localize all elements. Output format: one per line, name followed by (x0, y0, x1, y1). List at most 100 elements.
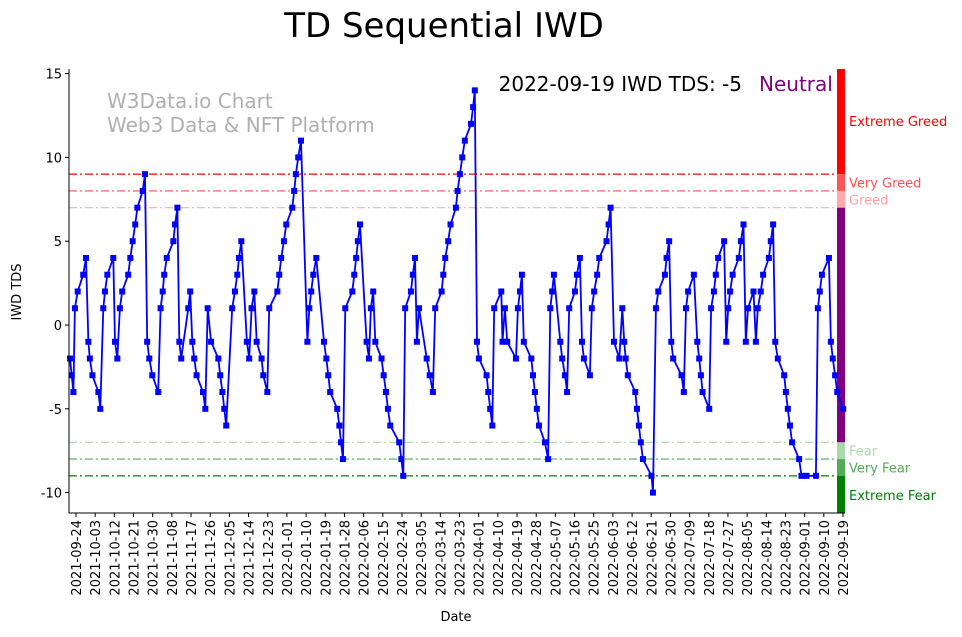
data-point (114, 355, 121, 362)
data-point (767, 238, 774, 245)
data-point (610, 338, 617, 345)
data-point (564, 389, 571, 396)
data-point (708, 305, 715, 312)
x-tick-label: 2022-07-09 (684, 520, 699, 596)
data-point (459, 154, 466, 161)
data-point (588, 305, 595, 312)
data-point (566, 305, 573, 312)
data-point (380, 372, 387, 379)
data-point (416, 305, 423, 312)
data-point (132, 221, 139, 228)
zone-bar-segment (837, 475, 845, 513)
data-point (561, 372, 568, 379)
x-tick-label: 2022-08-23 (779, 520, 794, 596)
data-point (111, 338, 118, 345)
data-point (95, 389, 102, 396)
x-tick-label: 2022-06-03 (607, 520, 622, 596)
data-point (798, 472, 805, 479)
x-tick-label: 2022-06-12 (626, 520, 641, 596)
x-tick-label: 2021-12-23 (262, 520, 277, 596)
data-point (765, 254, 772, 261)
data-point (178, 355, 185, 362)
data-point (174, 204, 181, 211)
zone-label: Greed (849, 193, 888, 208)
data-point (663, 254, 670, 261)
data-point (85, 338, 92, 345)
data-point (470, 104, 477, 111)
x-tick-label: 2022-02-06 (358, 520, 373, 596)
data-point (737, 238, 744, 245)
zone-bar-segment (837, 442, 845, 460)
data-point (68, 372, 75, 379)
data-point (784, 405, 791, 412)
x-tick-label: 2022-04-01 (473, 520, 488, 596)
zone-label: Extreme Greed (849, 115, 947, 130)
data-point (605, 221, 612, 228)
data-point (384, 405, 391, 412)
data-point (172, 221, 179, 228)
x-tick-label: 2022-05-16 (569, 520, 584, 596)
data-point (429, 389, 436, 396)
zone-bar-segment (837, 459, 845, 476)
data-point (325, 372, 332, 379)
data-point (461, 137, 468, 144)
data-point (812, 472, 819, 479)
data-point (336, 422, 343, 429)
x-tick-label: 2022-08-14 (760, 520, 775, 596)
x-tick-label: 2022-01-10 (300, 520, 315, 596)
data-point (157, 305, 164, 312)
data-point (283, 221, 290, 228)
data-point (442, 254, 449, 261)
data-point (149, 372, 156, 379)
data-point (655, 288, 662, 295)
data-point (266, 305, 273, 312)
data-point (648, 472, 655, 479)
data-point (432, 305, 439, 312)
data-point (161, 271, 168, 278)
data-point (452, 204, 459, 211)
data-point (744, 305, 751, 312)
data-point (721, 238, 728, 245)
data-point (774, 355, 781, 362)
data-point (223, 422, 230, 429)
data-point (735, 254, 742, 261)
data-point (248, 305, 255, 312)
data-point (473, 338, 480, 345)
data-point (365, 355, 372, 362)
data-point (238, 238, 245, 245)
data-point (407, 288, 414, 295)
data-point (86, 355, 93, 362)
data-point (603, 238, 610, 245)
data-point (372, 338, 379, 345)
data-point (549, 288, 556, 295)
x-tick-label: 2022-06-21 (645, 520, 660, 596)
data-point (512, 355, 519, 362)
data-point (586, 372, 593, 379)
data-point (624, 372, 631, 379)
data-point (710, 288, 717, 295)
data-point (622, 355, 629, 362)
data-point (498, 288, 505, 295)
x-tick-label: 2021-11-17 (185, 520, 200, 596)
status-annotation: 2022-09-19 IWD TDS: -5 Neutral (499, 72, 833, 96)
data-point (535, 422, 542, 429)
data-point (276, 271, 283, 278)
data-point (440, 271, 447, 278)
data-point (342, 305, 349, 312)
data-point (832, 372, 839, 379)
data-point (616, 355, 623, 362)
data-point (313, 254, 320, 261)
data-point (740, 221, 747, 228)
data-point (635, 422, 642, 429)
x-tick-label: 2021-10-12 (108, 520, 123, 596)
data-point (357, 221, 364, 228)
data-point (491, 305, 498, 312)
data-point (280, 238, 287, 245)
data-point (191, 355, 198, 362)
data-point (752, 338, 759, 345)
data-point (97, 405, 104, 412)
x-tick-label: 2021-10-30 (147, 520, 162, 596)
x-tick-label: 2022-05-25 (588, 520, 603, 596)
data-point (251, 288, 258, 295)
data-point (670, 355, 677, 362)
